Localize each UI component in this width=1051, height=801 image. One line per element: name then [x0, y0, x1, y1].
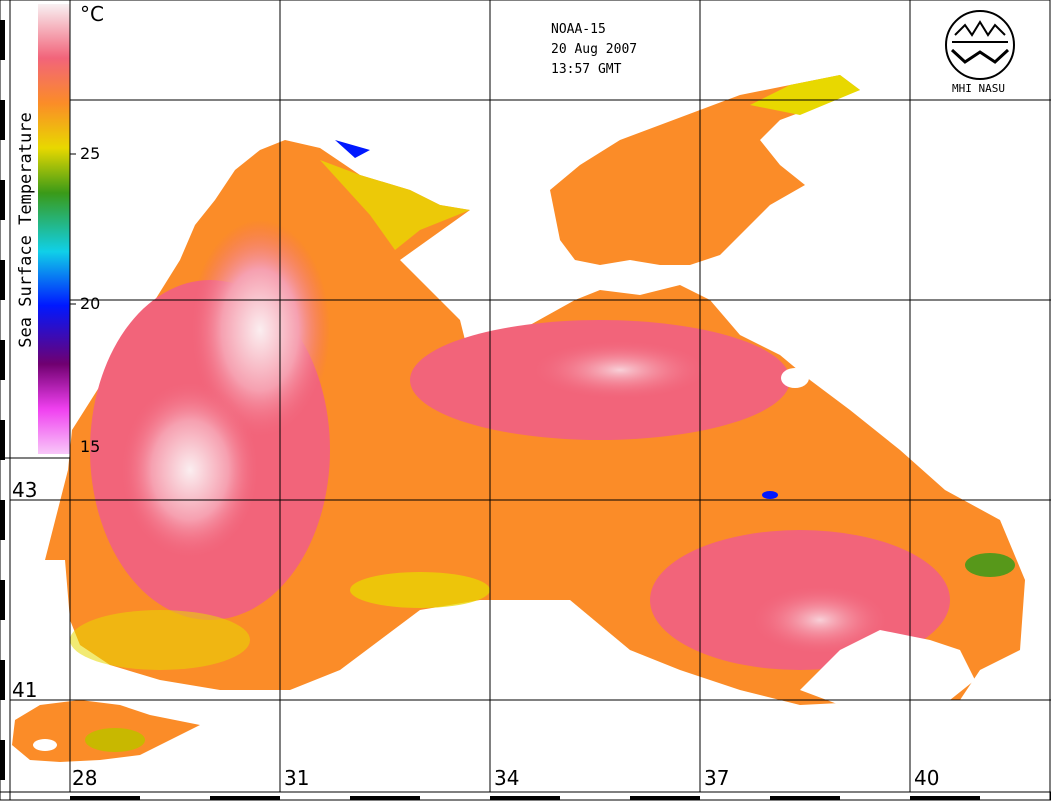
colorbar-tick: 15 — [80, 437, 101, 456]
sea-of-azov — [550, 75, 860, 265]
logo-text: MHI NASU — [952, 82, 1005, 95]
latitude-label: 43 — [12, 478, 38, 502]
colorbar-title: Sea Surface Temperature — [16, 112, 36, 348]
black-sea — [45, 140, 1025, 705]
colorbar-tick: 20 — [80, 294, 101, 313]
satellite-label: NOAA-15 — [551, 22, 606, 37]
institute-emblem-icon — [945, 10, 1015, 80]
longitude-label: 28 — [72, 766, 98, 790]
colorbar — [0, 0, 76, 459]
time-label: 13:57 GMT — [551, 62, 622, 77]
longitude-label: 40 — [914, 766, 940, 790]
longitude-label: 37 — [704, 766, 730, 790]
longitude-label: 34 — [494, 766, 520, 790]
colorbar-unit: °C — [80, 2, 104, 26]
latitude-label: 41 — [12, 678, 38, 702]
date-label: 20 Aug 2007 — [551, 42, 638, 57]
graticule — [10, 0, 1051, 792]
colorbar-tick: 25 — [80, 144, 101, 163]
ruler-ticks — [0, 20, 980, 800]
longitude-label: 31 — [284, 766, 310, 790]
